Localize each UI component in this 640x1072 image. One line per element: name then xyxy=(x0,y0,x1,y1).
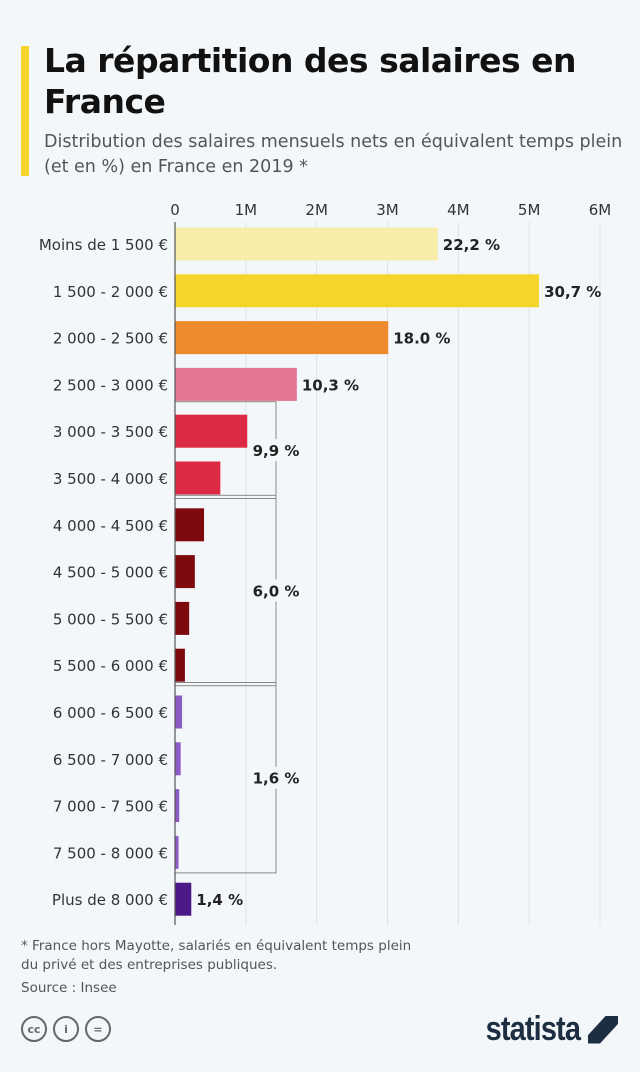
data-label: 30,7 % xyxy=(544,283,601,301)
category-label: 2 500 - 3 000 € xyxy=(53,376,168,394)
license-icons: cc i = xyxy=(21,1016,111,1042)
category-label: 4 500 - 5 000 € xyxy=(53,564,168,582)
bar xyxy=(175,555,195,589)
data-label: 22,2 % xyxy=(443,236,500,254)
group-label-background xyxy=(250,579,302,602)
category-label: Plus de 8 000 € xyxy=(52,891,168,909)
category-label: 1 500 - 2 000 € xyxy=(53,283,168,301)
group-label-background xyxy=(250,439,302,462)
category-label: 7 500 - 8 000 € xyxy=(53,844,168,862)
category-label: 4 000 - 4 500 € xyxy=(53,517,168,535)
category-label: 3 000 - 3 500 € xyxy=(53,423,168,441)
bar xyxy=(175,742,181,776)
source: Source : Insee xyxy=(21,980,117,996)
data-label: 1,4 % xyxy=(196,891,243,909)
chart-subtitle: Distribution des salaires mensuels nets … xyxy=(44,132,623,177)
bar xyxy=(175,227,438,261)
chart-title: La répartition des salaires en France xyxy=(44,41,577,121)
category-label: 5 500 - 6 000 € xyxy=(53,657,168,675)
bar xyxy=(175,648,185,682)
bar xyxy=(175,789,180,823)
footnote: * France hors Mayotte, salariés en équiv… xyxy=(21,938,412,973)
attribution-icon: i xyxy=(53,1016,79,1042)
bar xyxy=(175,274,540,308)
group-label: 6,0 % xyxy=(253,583,300,601)
category-label: 5 000 - 5 500 € xyxy=(53,610,168,628)
group-label: 1,6 % xyxy=(253,770,300,788)
x-tick-label: 3M xyxy=(376,201,399,219)
bar xyxy=(175,367,297,401)
bar xyxy=(175,835,179,869)
category-label: 6 500 - 7 000 € xyxy=(53,751,168,769)
category-label: 2 000 - 2 500 € xyxy=(53,330,168,348)
group-label: 9,9 % xyxy=(253,442,300,460)
bar xyxy=(175,695,183,729)
title-accent-bar xyxy=(21,46,29,176)
x-tick-label: 5M xyxy=(518,201,541,219)
bar-chart: 0 1M 2M 3M 4M 5M 6M 9,9 % 6,0 % 1,6 % Moins de 1 5… xyxy=(39,201,612,925)
category-label: 6 000 - 6 500 € xyxy=(53,704,168,722)
category-label: Moins de 1 500 € xyxy=(39,236,168,254)
data-label: 10,3 % xyxy=(302,376,359,394)
statista-mark-icon xyxy=(588,1015,618,1044)
x-tick-label: 6M xyxy=(589,201,612,219)
cc-icon: cc xyxy=(21,1016,47,1042)
x-tick-label: 4M xyxy=(447,201,470,219)
bar xyxy=(175,414,248,448)
statista-logo: statista xyxy=(469,1010,618,1049)
category-label: 7 000 - 7 500 € xyxy=(53,798,168,816)
x-tick-label: 0 xyxy=(170,201,180,219)
group-label-background xyxy=(250,766,302,789)
x-tick-label: 2M xyxy=(305,201,328,219)
data-label: 18.0 % xyxy=(393,330,450,348)
no-derivatives-icon: = xyxy=(85,1016,111,1042)
bar xyxy=(175,321,389,355)
x-tick-label: 1M xyxy=(235,201,258,219)
bar xyxy=(175,601,190,635)
category-label: 3 500 - 4 000 € xyxy=(53,470,168,488)
bar xyxy=(175,508,205,542)
bar xyxy=(175,461,221,495)
bar xyxy=(175,882,192,916)
logo-text: statista xyxy=(485,1010,581,1048)
